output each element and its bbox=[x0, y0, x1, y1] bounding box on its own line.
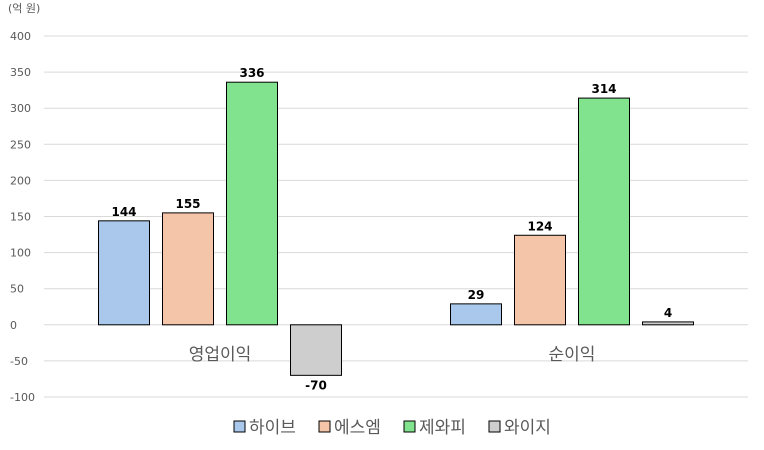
data-label: 314 bbox=[591, 82, 616, 96]
y-axis-unit-label: (억 원) bbox=[8, 2, 40, 15]
data-label: 4 bbox=[664, 306, 672, 320]
y-tick-label: 300 bbox=[10, 102, 31, 115]
bar bbox=[450, 303, 502, 326]
bar bbox=[642, 321, 694, 326]
legend-label: 제와피 bbox=[419, 418, 466, 438]
data-label: 155 bbox=[175, 197, 200, 211]
data-label: -70 bbox=[305, 378, 327, 392]
data-labels: 144 155 336 -70 29 124 314 4 bbox=[111, 66, 672, 392]
bar bbox=[578, 97, 630, 326]
bar bbox=[290, 324, 342, 376]
category-label: 영업이익 bbox=[189, 345, 252, 365]
category-labels: 영업이익 순이익 bbox=[189, 345, 596, 365]
y-tick-label: 200 bbox=[10, 174, 31, 187]
data-label: 144 bbox=[111, 205, 136, 219]
y-tick-label: 150 bbox=[10, 211, 31, 224]
legend-swatch bbox=[233, 420, 246, 433]
legend: 하이브 에스엠 제와피 와이지 bbox=[233, 418, 551, 438]
gridlines bbox=[44, 35, 748, 398]
legend-label: 하이브 bbox=[249, 418, 296, 438]
data-label: 124 bbox=[527, 219, 552, 233]
bar bbox=[514, 234, 566, 326]
bar bbox=[226, 81, 278, 326]
bar bbox=[98, 220, 150, 326]
y-tick-label: 350 bbox=[10, 66, 31, 79]
y-tick-label: 0 bbox=[10, 319, 17, 332]
y-tick-label: 400 bbox=[10, 30, 31, 43]
legend-label: 에스엠 bbox=[334, 418, 381, 438]
data-label: 29 bbox=[468, 288, 485, 302]
y-tick-labels: 400 350 300 250 200 150 100 50 0 -50 -100 bbox=[10, 30, 35, 404]
legend-swatch bbox=[318, 420, 331, 433]
legend-swatch bbox=[403, 420, 416, 433]
y-tick-label: 100 bbox=[10, 247, 31, 260]
legend-label: 와이지 bbox=[504, 418, 551, 438]
y-tick-label: -50 bbox=[10, 355, 28, 368]
legend-swatch bbox=[488, 420, 501, 433]
bar bbox=[162, 212, 214, 326]
bars bbox=[98, 81, 694, 376]
data-label: 336 bbox=[239, 66, 264, 80]
y-tick-label: -100 bbox=[10, 391, 35, 404]
y-tick-label: 250 bbox=[10, 138, 31, 151]
y-tick-label: 50 bbox=[10, 283, 24, 296]
category-label: 순이익 bbox=[549, 345, 596, 365]
